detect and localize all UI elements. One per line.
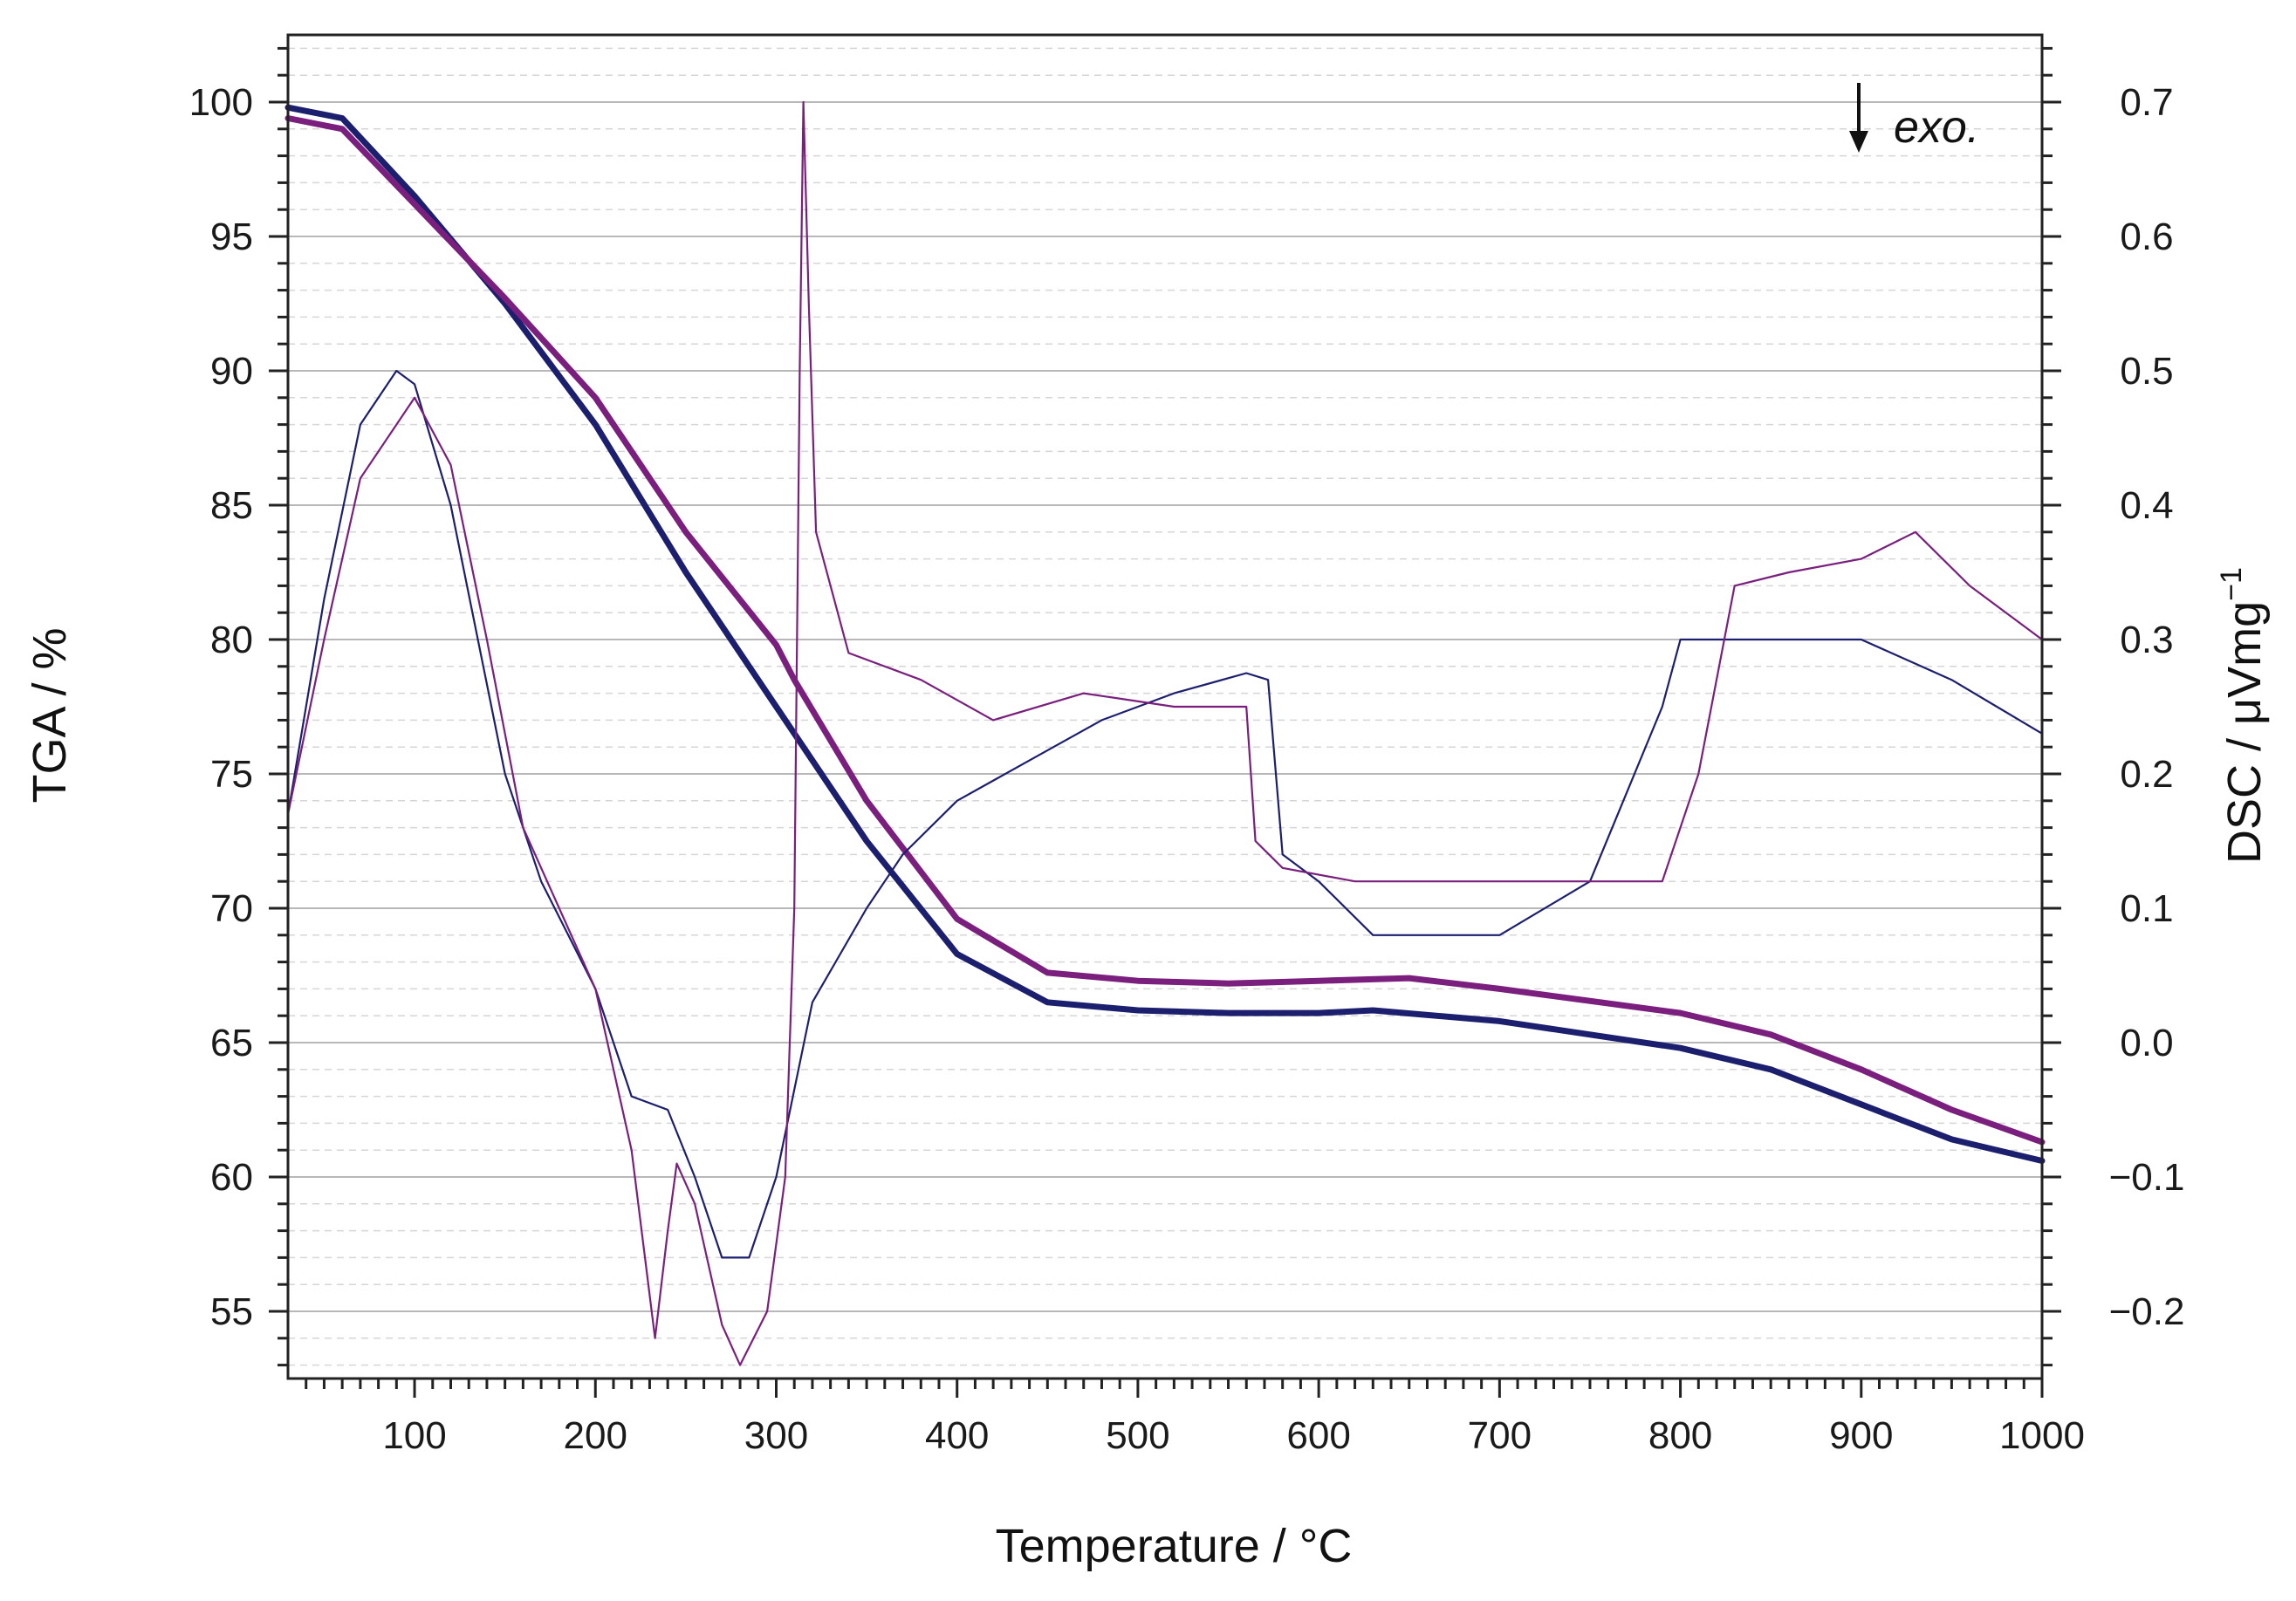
y-right-tick-label: 0.2 — [2120, 753, 2173, 796]
y-right-tick-label: 0.1 — [2120, 887, 2173, 930]
y-left-tick-label: 65 — [210, 1022, 253, 1064]
y-left-tick-label: 80 — [210, 619, 253, 661]
x-tick-label: 500 — [1106, 1414, 1169, 1457]
series-line-tga-1 — [284, 115, 2046, 1146]
y-left-tick-label: 75 — [210, 753, 253, 796]
y-left-tick-label: 55 — [210, 1290, 253, 1333]
y-left-tick-label: 90 — [210, 350, 253, 393]
y-right-tick-label: −0.1 — [2109, 1156, 2185, 1199]
x-tick-label: 700 — [1468, 1414, 1532, 1457]
y-right-tick-label: 0.6 — [2120, 216, 2173, 258]
y-right-tick-label: 0.3 — [2120, 619, 2173, 661]
y-left-tick-label: 95 — [210, 216, 253, 258]
exo-label: exo. — [1894, 102, 1979, 153]
x-tick-label: 200 — [564, 1414, 627, 1457]
y-axis-right-title-main: DSC / μVmg — [2218, 601, 2271, 864]
x-tick-label: 800 — [1648, 1414, 1712, 1457]
y-axis-right-title-sup: −1 — [2215, 567, 2248, 601]
series-layer — [284, 100, 2046, 1366]
y-axis-left-title: TGA / % — [24, 627, 76, 803]
series-line-dsc-2 — [286, 369, 2044, 1259]
y-left-tick-label: 100 — [189, 81, 253, 124]
x-tick-label: 600 — [1286, 1414, 1350, 1457]
series-line-dsc-3 — [286, 100, 2044, 1366]
x-tick-label: 300 — [744, 1414, 808, 1457]
x-axis-title: Temperature / °C — [996, 1520, 1353, 1572]
y-left-tick-label: 70 — [210, 887, 253, 930]
x-tick-label: 900 — [1829, 1414, 1893, 1457]
exo-annotation: exo. — [1849, 83, 1979, 153]
y-left-tick-label: 60 — [210, 1156, 253, 1199]
grid-lines — [288, 47, 2042, 1366]
axis-ticks — [269, 46, 2061, 1398]
y-left-tick-label: 85 — [210, 484, 253, 527]
x-tick-label: 100 — [382, 1414, 446, 1457]
y-right-tick-label: 0.7 — [2120, 81, 2173, 124]
y-right-tick-label: 0.4 — [2120, 484, 2173, 527]
y-right-tick-label: 0.0 — [2120, 1022, 2173, 1064]
tick-labels: 100 200 300 400 500 600 700 800 900 1000 55 60 65 70 7… — [189, 81, 2185, 1457]
exo-arrow-head — [1849, 131, 1868, 153]
y-right-tick-label: −0.2 — [2109, 1290, 2185, 1333]
y-right-tick-label: 0.5 — [2120, 350, 2173, 393]
y-axis-right-title: DSC / μVmg−1 — [2215, 567, 2271, 864]
x-tick-label: 1000 — [1999, 1414, 2085, 1457]
series-line-tga-0 — [284, 104, 2046, 1164]
x-tick-label: 400 — [925, 1414, 989, 1457]
plot-frame — [286, 33, 2044, 1380]
